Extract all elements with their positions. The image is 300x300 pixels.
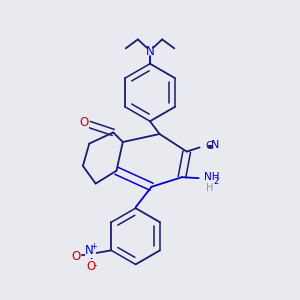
Text: O: O: [71, 250, 81, 262]
Text: N: N: [211, 140, 219, 150]
Text: C: C: [205, 141, 213, 151]
Text: NH: NH: [204, 172, 220, 182]
Text: 2: 2: [213, 176, 218, 185]
Text: O: O: [86, 260, 96, 273]
Text: N: N: [146, 45, 154, 58]
Text: ⁻: ⁻: [92, 263, 98, 273]
Text: N: N: [85, 244, 94, 257]
Text: O: O: [79, 116, 88, 129]
Text: +: +: [91, 242, 98, 251]
Text: H: H: [206, 183, 213, 193]
